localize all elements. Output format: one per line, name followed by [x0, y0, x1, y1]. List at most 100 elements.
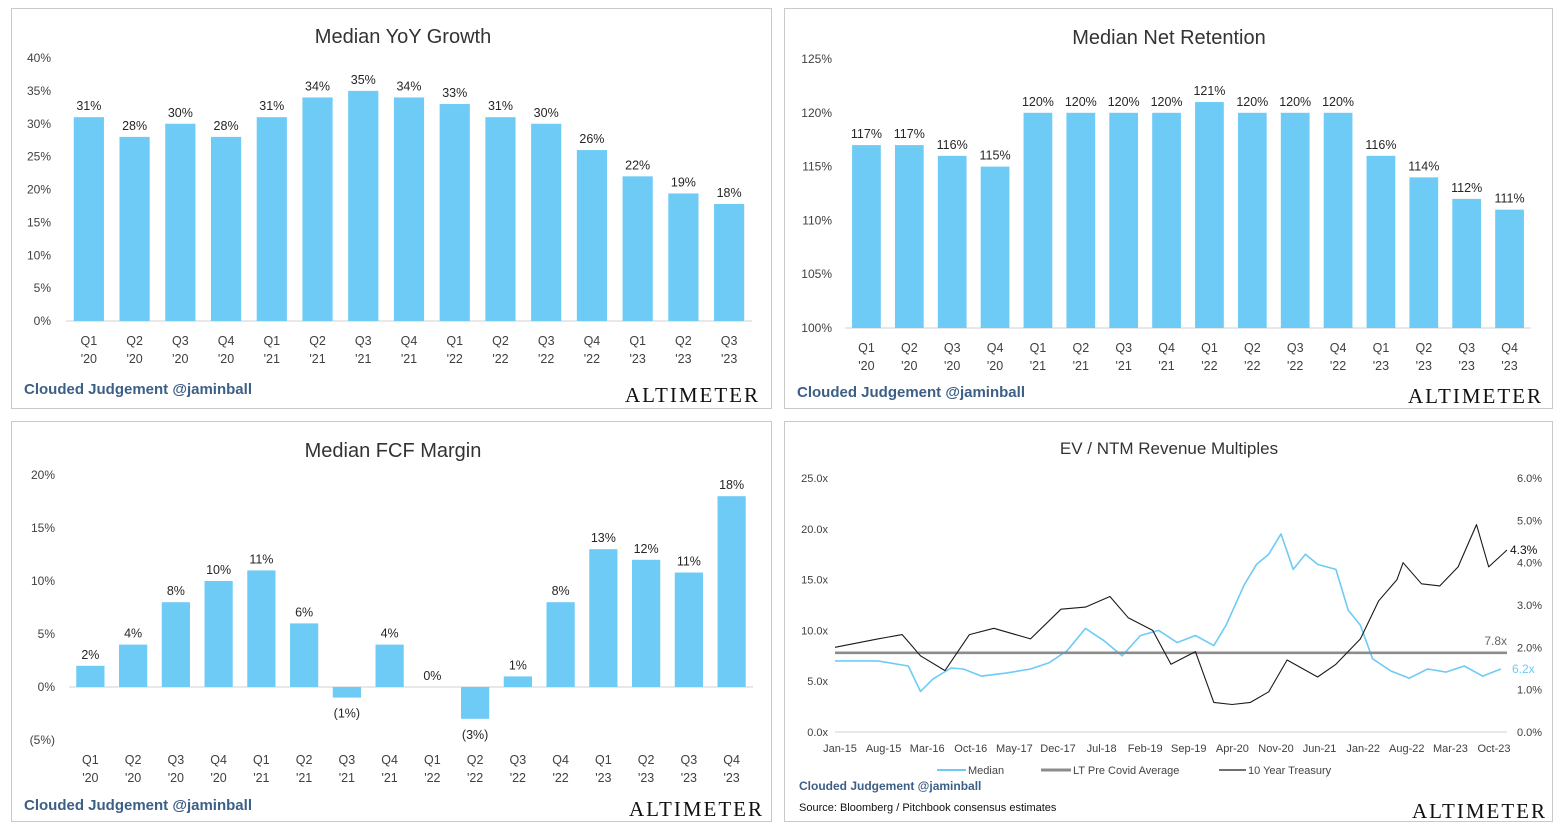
- bar-value-label: 121%: [1193, 84, 1225, 98]
- y-tick-label: 105%: [801, 267, 832, 281]
- x-tick-year: '22: [447, 352, 463, 366]
- bar: [576, 150, 608, 321]
- y-tick-label: 20%: [31, 468, 55, 482]
- ev-end-labels: 4.3% 7.8x 6.2x: [1484, 543, 1537, 676]
- bar-value-label: 6%: [295, 605, 313, 619]
- x-tick-year: '23: [630, 352, 646, 366]
- bar: [290, 623, 319, 687]
- x-tick-quarter: Q1: [858, 341, 875, 355]
- credit-text: Clouded Judgement @jaminball: [24, 797, 252, 814]
- bar-value-label: 35%: [351, 73, 376, 87]
- fcf-x-axis: Q1 '20 Q2 '20 Q3 '20 Q4 '20 Q1 '21 Q2 '21 Q3 '21 Q4 '21…: [82, 753, 740, 785]
- bar: [119, 136, 150, 321]
- x-tick-quarter: Q4: [1501, 341, 1518, 355]
- y-left-tick-label: 25.0x: [801, 473, 828, 485]
- x-tick-year: '21: [355, 352, 371, 366]
- bar-value-label: 1%: [509, 658, 527, 672]
- x-tick-quarter: Q4: [987, 341, 1004, 355]
- bar-value-label: 4%: [381, 627, 399, 641]
- bar-value-label: 116%: [937, 138, 968, 152]
- bar: [439, 104, 470, 322]
- y-tick-label: 30%: [27, 117, 51, 131]
- x-tick-quarter: Q4: [552, 753, 569, 767]
- y-tick-label: 35%: [27, 84, 51, 98]
- x-tick-quarter: Q4: [210, 753, 227, 767]
- covid-average-end-label: 7.8x: [1484, 634, 1507, 648]
- x-tick-year: '21: [1073, 359, 1089, 373]
- x-tick-label: Jun-21: [1303, 743, 1337, 755]
- fcf-margin-panel: Median FCF Margin (5%) 0% 5% 10% 15% 20% 2% 4%…: [11, 421, 772, 822]
- y-tick-label: 100%: [801, 321, 832, 335]
- bar: [256, 117, 287, 321]
- bar: [119, 644, 148, 687]
- x-tick-quarter: Q2: [901, 341, 918, 355]
- bar-value-label: 31%: [259, 99, 284, 113]
- y-left-tick-label: 10.0x: [801, 625, 828, 637]
- bar-value-label: 120%: [1279, 95, 1311, 109]
- legend-label: 10 Year Treasury: [1248, 765, 1332, 777]
- bar-value-label: (3%): [462, 728, 488, 742]
- bar: [348, 90, 379, 321]
- bar: [503, 676, 532, 687]
- x-tick-quarter: Q3: [168, 753, 185, 767]
- ev-axes: 0.0x 5.0x 10.0x 15.0x 20.0x 25.0x 0.0% 1.0% 2.0%…: [801, 473, 1542, 755]
- bar: [531, 123, 562, 321]
- x-tick-year: '22: [1244, 359, 1260, 373]
- y-tick-label: 5%: [38, 627, 56, 641]
- x-tick-quarter: Q2: [492, 334, 509, 348]
- x-tick-year: '20: [218, 352, 234, 366]
- x-tick-quarter: Q2: [467, 753, 484, 767]
- credit-text: Clouded Judgement @jaminball: [799, 779, 981, 793]
- bar: [1066, 112, 1096, 328]
- x-tick-quarter: Q3: [510, 753, 527, 767]
- legend-median: Median: [937, 765, 1004, 777]
- bar-value-label: 117%: [894, 127, 925, 141]
- x-tick-quarter: Q1: [595, 753, 612, 767]
- x-tick-year: '20: [81, 352, 97, 366]
- y-left-tick-label: 5.0x: [807, 676, 828, 688]
- bar-value-label: 26%: [579, 132, 604, 146]
- x-tick-quarter: Q2: [675, 334, 692, 348]
- x-tick-quarter: Q2: [638, 753, 655, 767]
- bar-value-label: 2%: [81, 648, 99, 662]
- x-tick-year: '21: [381, 771, 397, 785]
- yoy-bars: 31% 28% 30% 28% 31% 34% 35% 34% 33% 31% 30% 26% 22% 1…: [73, 73, 745, 322]
- bar: [247, 570, 276, 687]
- x-tick-label: Jan-15: [823, 743, 857, 755]
- x-tick-year: '22: [492, 352, 508, 366]
- x-tick-year: '23: [638, 771, 654, 785]
- x-tick-quarter: Q3: [1458, 341, 1475, 355]
- x-tick-year: '23: [595, 771, 611, 785]
- fcf-margin-chart: Median FCF Margin (5%) 0% 5% 10% 15% 20% 2% 4%…: [24, 440, 762, 821]
- y-tick-label: 115%: [802, 160, 832, 174]
- y-tick-label: 15%: [31, 521, 55, 535]
- x-tick-label: Oct-23: [1477, 743, 1510, 755]
- x-tick-quarter: Q1: [629, 334, 646, 348]
- x-tick-quarter: Q4: [381, 753, 398, 767]
- bar: [852, 145, 881, 328]
- y-tick-label: 0%: [34, 314, 52, 328]
- bar: [1280, 112, 1310, 328]
- y-right-tick-label: 5.0%: [1517, 515, 1542, 527]
- bar: [204, 581, 233, 687]
- bar: [1452, 198, 1482, 328]
- yoy-growth-title: Median YoY Growth: [315, 26, 491, 48]
- yoy-x-axis: Q1 '20 Q2 '20 Q3 '20 Q4 '20 Q1 '21 Q2 '21 Q3 '21 Q4 '21…: [81, 334, 738, 366]
- retention-x-axis: Q1 '20 Q2 '20 Q3 '20 Q4 '20 Q1 '21 Q2 '21 Q3 '21 Q4 '21…: [858, 341, 1518, 373]
- x-tick-label: Mar-23: [1433, 743, 1468, 755]
- bar-value-label: 120%: [1236, 95, 1268, 109]
- net-retention-chart: Median Net Retention 100% 105% 110% 115% 120…: [797, 27, 1541, 408]
- yoy-growth-chart: Median YoY Growth 0% 5% 10% 15% 20% 25% 30% 35%…: [24, 26, 758, 407]
- bar: [1366, 155, 1396, 328]
- x-tick-label: Oct-16: [954, 743, 987, 755]
- x-tick-quarter: Q4: [723, 753, 740, 767]
- x-tick-quarter: Q3: [681, 753, 698, 767]
- bar-value-label: 31%: [488, 99, 513, 113]
- x-tick-label: Nov-20: [1258, 743, 1293, 755]
- x-tick-year: '22: [552, 771, 568, 785]
- bar: [546, 602, 575, 687]
- bar-value-label: 12%: [634, 542, 659, 556]
- x-tick-quarter: Q2: [1415, 341, 1432, 355]
- ev-lines: [834, 524, 1508, 706]
- x-tick-year: '20: [168, 771, 184, 785]
